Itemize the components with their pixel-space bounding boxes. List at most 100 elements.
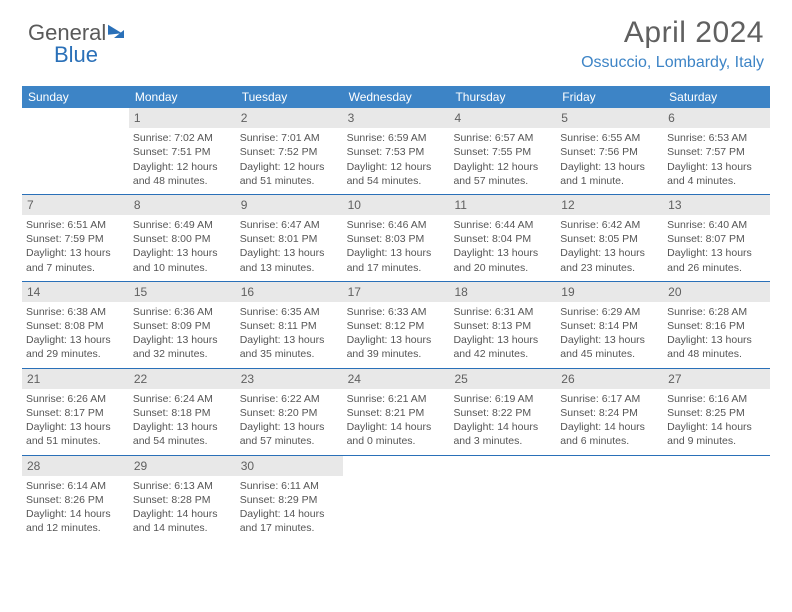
day-cell: 6Sunrise: 6:53 AMSunset: 7:57 PMDaylight… xyxy=(663,108,770,194)
sunrise-text: Sunrise: 6:26 AM xyxy=(26,392,125,406)
daylight-text: Daylight: 14 hours xyxy=(240,507,339,521)
daylight-text: Daylight: 13 hours xyxy=(667,160,766,174)
sunset-text: Sunset: 8:03 PM xyxy=(347,232,446,246)
day-number: 22 xyxy=(129,369,236,389)
logo-text-2: Blue xyxy=(54,42,98,68)
day-cell: 17Sunrise: 6:33 AMSunset: 8:12 PMDayligh… xyxy=(343,282,450,368)
day-number: 30 xyxy=(236,456,343,476)
day-number: 23 xyxy=(236,369,343,389)
daylight-text: and 54 minutes. xyxy=(347,174,446,188)
daylight-text: Daylight: 13 hours xyxy=(560,160,659,174)
daylight-text: Daylight: 12 hours xyxy=(133,160,232,174)
daylight-text: and 6 minutes. xyxy=(560,434,659,448)
daylight-text: Daylight: 14 hours xyxy=(667,420,766,434)
daylight-text: and 57 minutes. xyxy=(240,434,339,448)
location-text: Ossuccio, Lombardy, Italy xyxy=(581,54,764,72)
sunset-text: Sunset: 7:57 PM xyxy=(667,145,766,159)
sunset-text: Sunset: 8:00 PM xyxy=(133,232,232,246)
daylight-text: Daylight: 13 hours xyxy=(26,246,125,260)
sunrise-text: Sunrise: 6:49 AM xyxy=(133,218,232,232)
day-number: 8 xyxy=(129,195,236,215)
sunrise-text: Sunrise: 6:31 AM xyxy=(453,305,552,319)
daylight-text: Daylight: 13 hours xyxy=(240,246,339,260)
daylight-text: Daylight: 13 hours xyxy=(667,246,766,260)
daylight-text: and 54 minutes. xyxy=(133,434,232,448)
day-number: 5 xyxy=(556,108,663,128)
daylight-text: Daylight: 13 hours xyxy=(26,333,125,347)
sunrise-text: Sunrise: 6:51 AM xyxy=(26,218,125,232)
daylight-text: Daylight: 13 hours xyxy=(453,333,552,347)
daylight-text: Daylight: 14 hours xyxy=(133,507,232,521)
day-number: 16 xyxy=(236,282,343,302)
sunset-text: Sunset: 8:25 PM xyxy=(667,406,766,420)
daylight-text: and 51 minutes. xyxy=(240,174,339,188)
title-block: April 2024 Ossuccio, Lombardy, Italy xyxy=(581,16,764,72)
day-number: 28 xyxy=(22,456,129,476)
sunset-text: Sunset: 8:17 PM xyxy=(26,406,125,420)
day-cell: 29Sunrise: 6:13 AMSunset: 8:28 PMDayligh… xyxy=(129,456,236,542)
daylight-text: Daylight: 14 hours xyxy=(26,507,125,521)
sunset-text: Sunset: 8:09 PM xyxy=(133,319,232,333)
day-cell: 14Sunrise: 6:38 AMSunset: 8:08 PMDayligh… xyxy=(22,282,129,368)
daylight-text: and 1 minute. xyxy=(560,174,659,188)
sunrise-text: Sunrise: 6:17 AM xyxy=(560,392,659,406)
daylight-text: and 57 minutes. xyxy=(453,174,552,188)
sunrise-text: Sunrise: 6:19 AM xyxy=(453,392,552,406)
day-number: 11 xyxy=(449,195,556,215)
day-cell: 27Sunrise: 6:16 AMSunset: 8:25 PMDayligh… xyxy=(663,369,770,455)
day-number: 15 xyxy=(129,282,236,302)
sunset-text: Sunset: 8:04 PM xyxy=(453,232,552,246)
daylight-text: Daylight: 14 hours xyxy=(453,420,552,434)
daylight-text: Daylight: 12 hours xyxy=(347,160,446,174)
daylight-text: Daylight: 13 hours xyxy=(240,333,339,347)
day-cell: 19Sunrise: 6:29 AMSunset: 8:14 PMDayligh… xyxy=(556,282,663,368)
weekday-header: Friday xyxy=(556,86,663,108)
daylight-text: and 45 minutes. xyxy=(560,347,659,361)
day-cell: 22Sunrise: 6:24 AMSunset: 8:18 PMDayligh… xyxy=(129,369,236,455)
logo-triangle2-icon xyxy=(114,30,124,38)
day-cell: 13Sunrise: 6:40 AMSunset: 8:07 PMDayligh… xyxy=(663,195,770,281)
weekday-header: Thursday xyxy=(449,86,556,108)
daylight-text: and 26 minutes. xyxy=(667,261,766,275)
day-cell xyxy=(663,456,770,542)
daylight-text: Daylight: 13 hours xyxy=(26,420,125,434)
daylight-text: Daylight: 14 hours xyxy=(560,420,659,434)
daylight-text: and 48 minutes. xyxy=(667,347,766,361)
daylight-text: and 42 minutes. xyxy=(453,347,552,361)
day-cell: 18Sunrise: 6:31 AMSunset: 8:13 PMDayligh… xyxy=(449,282,556,368)
sunset-text: Sunset: 8:11 PM xyxy=(240,319,339,333)
sunrise-text: Sunrise: 6:46 AM xyxy=(347,218,446,232)
sunset-text: Sunset: 8:07 PM xyxy=(667,232,766,246)
daylight-text: Daylight: 13 hours xyxy=(133,246,232,260)
day-cell: 1Sunrise: 7:02 AMSunset: 7:51 PMDaylight… xyxy=(129,108,236,194)
daylight-text: and 12 minutes. xyxy=(26,521,125,535)
daylight-text: and 17 minutes. xyxy=(347,261,446,275)
daylight-text: Daylight: 13 hours xyxy=(133,333,232,347)
daylight-text: and 7 minutes. xyxy=(26,261,125,275)
day-cell xyxy=(556,456,663,542)
day-cell: 25Sunrise: 6:19 AMSunset: 8:22 PMDayligh… xyxy=(449,369,556,455)
day-number: 10 xyxy=(343,195,450,215)
sunset-text: Sunset: 8:26 PM xyxy=(26,493,125,507)
week-row: 21Sunrise: 6:26 AMSunset: 8:17 PMDayligh… xyxy=(22,369,770,456)
day-cell: 8 Sunrise: 6:49 AMSunset: 8:00 PMDaylight… xyxy=(129,195,236,281)
day-number: 6 xyxy=(663,108,770,128)
day-cell: 2Sunrise: 7:01 AMSunset: 7:52 PMDaylight… xyxy=(236,108,343,194)
day-number: 20 xyxy=(663,282,770,302)
sunrise-text: Sunrise: 6:35 AM xyxy=(240,305,339,319)
weekday-header-row: SundayMondayTuesdayWednesdayThursdayFrid… xyxy=(22,86,770,108)
daylight-text: and 13 minutes. xyxy=(240,261,339,275)
sunrise-text: Sunrise: 6:47 AM xyxy=(240,218,339,232)
sunrise-text: Sunrise: 6:42 AM xyxy=(560,218,659,232)
day-number: 14 xyxy=(22,282,129,302)
sunset-text: Sunset: 7:55 PM xyxy=(453,145,552,159)
sunset-text: Sunset: 7:59 PM xyxy=(26,232,125,246)
daylight-text: Daylight: 13 hours xyxy=(347,246,446,260)
daylight-text: and 39 minutes. xyxy=(347,347,446,361)
weekday-header: Sunday xyxy=(22,86,129,108)
day-cell: 30Sunrise: 6:11 AMSunset: 8:29 PMDayligh… xyxy=(236,456,343,542)
week-row: 1Sunrise: 7:02 AMSunset: 7:51 PMDaylight… xyxy=(22,108,770,195)
day-number: 29 xyxy=(129,456,236,476)
weekday-header: Wednesday xyxy=(343,86,450,108)
daylight-text: Daylight: 13 hours xyxy=(560,246,659,260)
